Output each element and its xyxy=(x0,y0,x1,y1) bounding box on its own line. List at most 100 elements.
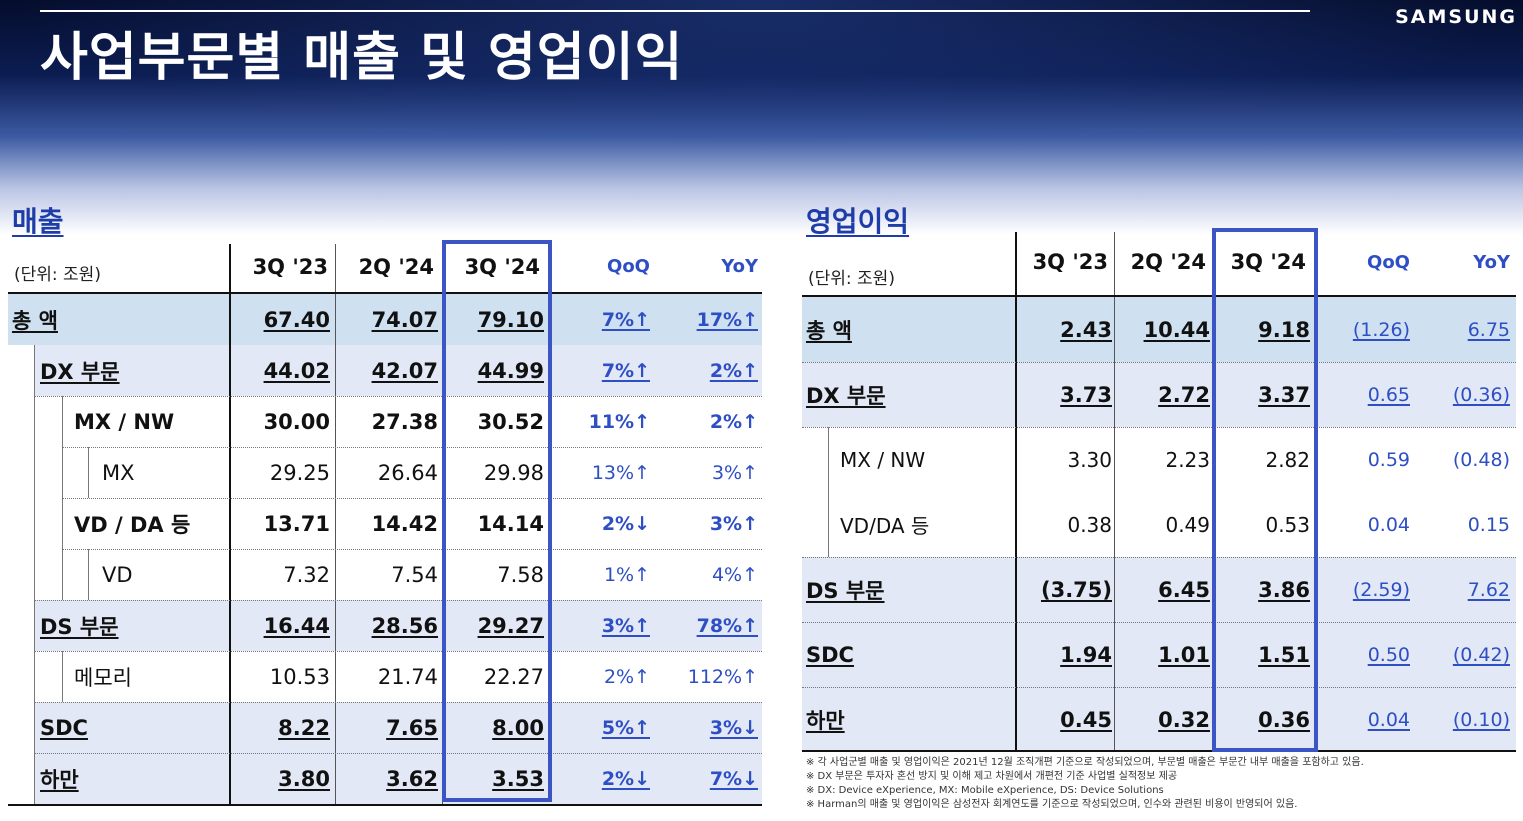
grid-line xyxy=(34,651,762,652)
ds-row-bg xyxy=(802,557,1516,622)
value-cell: 3.80 xyxy=(278,766,330,791)
value-cell: 6.45 xyxy=(1158,577,1210,602)
table-header-row: (단위: 조원) 3Q '23 2Q '24 3Q '24 QoQ YoY xyxy=(8,240,762,293)
yoy-cell: 3%↑ xyxy=(709,512,758,535)
value-cell: 26.64 xyxy=(377,460,438,485)
value-cell: 2.43 xyxy=(1060,317,1112,342)
value-cell: 3.30 xyxy=(1067,447,1112,472)
value-cell: 0.53 xyxy=(1265,512,1310,537)
grid-line xyxy=(1015,232,1017,752)
value-cell: 44.02 xyxy=(263,358,330,383)
value-cell: 3.86 xyxy=(1258,577,1310,602)
row-label: 총 액 xyxy=(12,308,58,333)
yoy-cell: 112%↑ xyxy=(687,665,758,688)
table-row: VD 7.32 7.54 7.58 1%↑ 4%↑ xyxy=(8,549,762,600)
qoq-cell: 0.04 xyxy=(1367,708,1410,731)
yoy-cell: 78%↑ xyxy=(696,614,758,637)
value-cell: 0.36 xyxy=(1258,707,1310,732)
qoq-cell: (1.26) xyxy=(1352,318,1410,341)
value-cell: 30.52 xyxy=(477,409,544,434)
col-3q23: 3Q '23 xyxy=(252,254,328,279)
grid-line xyxy=(34,753,762,754)
col-3q24: 3Q '24 xyxy=(1230,250,1306,274)
value-cell: 7.58 xyxy=(497,562,544,587)
value-cell: 16.44 xyxy=(263,613,330,638)
col-qoq: QoQ xyxy=(1367,251,1410,273)
row-label: MX / NW xyxy=(840,447,926,472)
col-2q24: 2Q '24 xyxy=(1130,250,1206,274)
qoq-cell: 0.65 xyxy=(1367,383,1410,406)
grid-line xyxy=(34,345,35,804)
value-cell: 10.44 xyxy=(1143,317,1210,342)
yoy-cell: (0.36) xyxy=(1452,383,1510,406)
value-cell: 1.01 xyxy=(1158,642,1210,667)
value-cell: 29.98 xyxy=(483,460,544,485)
value-cell: 22.27 xyxy=(483,664,544,689)
value-cell: 3.37 xyxy=(1258,382,1310,407)
value-cell: 0.49 xyxy=(1165,512,1210,537)
yoy-cell: (0.48) xyxy=(1452,448,1510,471)
qoq-cell: 2%↓ xyxy=(601,512,650,535)
value-cell: 30.00 xyxy=(263,409,330,434)
row-label: 총 액 xyxy=(806,318,852,343)
grid-line xyxy=(802,750,1516,752)
table-header-row: (단위: 조원) 3Q '23 2Q '24 3Q '24 QoQ YoY xyxy=(802,228,1516,296)
revenue-table: (단위: 조원) 3Q '23 2Q '24 3Q '24 QoQ YoY 총 … xyxy=(8,240,762,806)
grid-line xyxy=(62,549,762,550)
row-label: SDC xyxy=(40,715,88,740)
grid-line xyxy=(62,651,63,702)
grid-line xyxy=(8,292,762,294)
current-quarter-highlight xyxy=(1212,228,1318,752)
row-label: 하만 xyxy=(40,767,79,792)
row-label: 하만 xyxy=(806,708,845,733)
value-cell: 7.65 xyxy=(386,715,438,740)
value-cell: 0.38 xyxy=(1067,512,1112,537)
operating-profit-table: (단위: 조원) 3Q '23 2Q '24 3Q '24 QoQ YoY 총 … xyxy=(802,228,1516,752)
header-banner xyxy=(0,0,1523,235)
table-row: 총 액 2.43 10.44 9.18 (1.26) 6.75 xyxy=(802,297,1516,362)
footnote: ※ 각 사업군별 매출 및 영업이익은 2021년 12월 조직개편 기준으로 … xyxy=(806,757,1364,768)
grid-line xyxy=(34,600,762,601)
qoq-cell: 1%↑ xyxy=(603,563,650,586)
row-label: SDC xyxy=(806,642,854,667)
yoy-cell: (0.42) xyxy=(1452,643,1510,666)
grid-line xyxy=(802,362,1516,363)
header-rule xyxy=(40,10,1310,12)
value-cell: 42.07 xyxy=(371,358,438,383)
value-cell: 9.18 xyxy=(1258,317,1310,342)
grid-line xyxy=(88,549,89,600)
dx-row-bg xyxy=(34,345,762,396)
qoq-cell: 2%↑ xyxy=(603,665,650,688)
grid-line xyxy=(34,396,762,397)
value-cell: 44.99 xyxy=(477,358,544,383)
table-row: VD / DA 등 13.71 14.42 14.14 2%↓ 3%↑ xyxy=(8,498,762,549)
sdc-row-bg xyxy=(34,702,762,753)
ds-row-bg xyxy=(34,600,762,651)
qoq-cell: 11%↑ xyxy=(588,410,650,433)
yoy-cell: 4%↑ xyxy=(711,563,758,586)
grid-line xyxy=(88,447,89,498)
qoq-cell: 13%↑ xyxy=(591,461,650,484)
value-cell: 28.56 xyxy=(371,613,438,638)
value-cell: 10.53 xyxy=(269,664,330,689)
table-row: MX / NW 3.30 2.23 2.82 0.59 (0.48) xyxy=(802,427,1516,492)
row-label: MX xyxy=(102,460,135,485)
unit-label: (단위: 조원) xyxy=(808,268,895,289)
qoq-cell: 7%↑ xyxy=(601,359,650,382)
table-row: DS 부문 16.44 28.56 29.27 3%↑ 78%↑ xyxy=(8,600,762,651)
grid-line xyxy=(802,295,1516,297)
row-label: DX 부문 xyxy=(806,383,886,408)
value-cell: 14.42 xyxy=(371,511,438,536)
col-3q24: 3Q '24 xyxy=(464,254,540,279)
yoy-cell: 3%↑ xyxy=(711,461,758,484)
value-cell: 79.10 xyxy=(477,307,544,332)
grid-line xyxy=(802,687,1516,688)
grid-line xyxy=(229,244,231,806)
grid-line xyxy=(1114,232,1115,752)
harman-row-bg xyxy=(802,687,1516,752)
row-label: VD/DA 등 xyxy=(840,514,930,538)
value-cell: 0.45 xyxy=(1060,707,1112,732)
revenue-section-title: 매출 xyxy=(12,205,64,238)
yoy-cell: 6.75 xyxy=(1467,318,1510,341)
operating-profit-section-title: 영업이익 xyxy=(806,205,910,238)
